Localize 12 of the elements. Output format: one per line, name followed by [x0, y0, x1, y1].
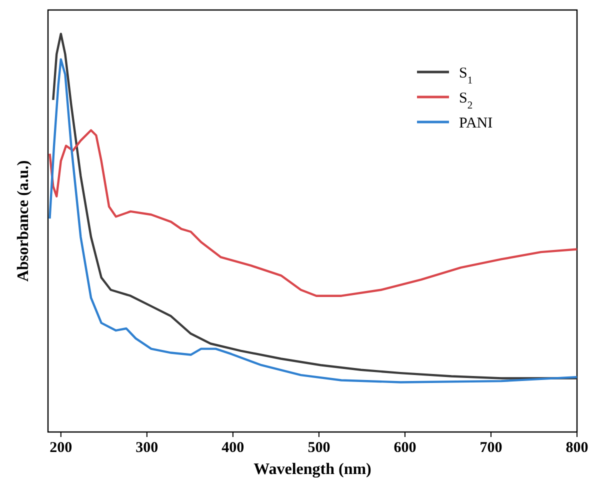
y-axis-title: Absorbance (a.u.): [15, 160, 32, 282]
legend-label: S$_{2}$: [459, 90, 473, 111]
x-tick-label: 300: [136, 440, 158, 456]
x-tick-label: 400: [222, 440, 244, 456]
x-tick-label: 200: [50, 440, 72, 456]
x-axis-title: Wavelength (nm): [254, 461, 372, 478]
x-tick-label: 800: [566, 440, 588, 456]
legend-label: S$_{1}$: [459, 65, 473, 86]
x-tick-label: 600: [394, 440, 416, 456]
x-tick-label: 500: [308, 440, 330, 456]
x-tick-label: 700: [480, 440, 502, 456]
legend-label: PANI: [459, 115, 493, 132]
